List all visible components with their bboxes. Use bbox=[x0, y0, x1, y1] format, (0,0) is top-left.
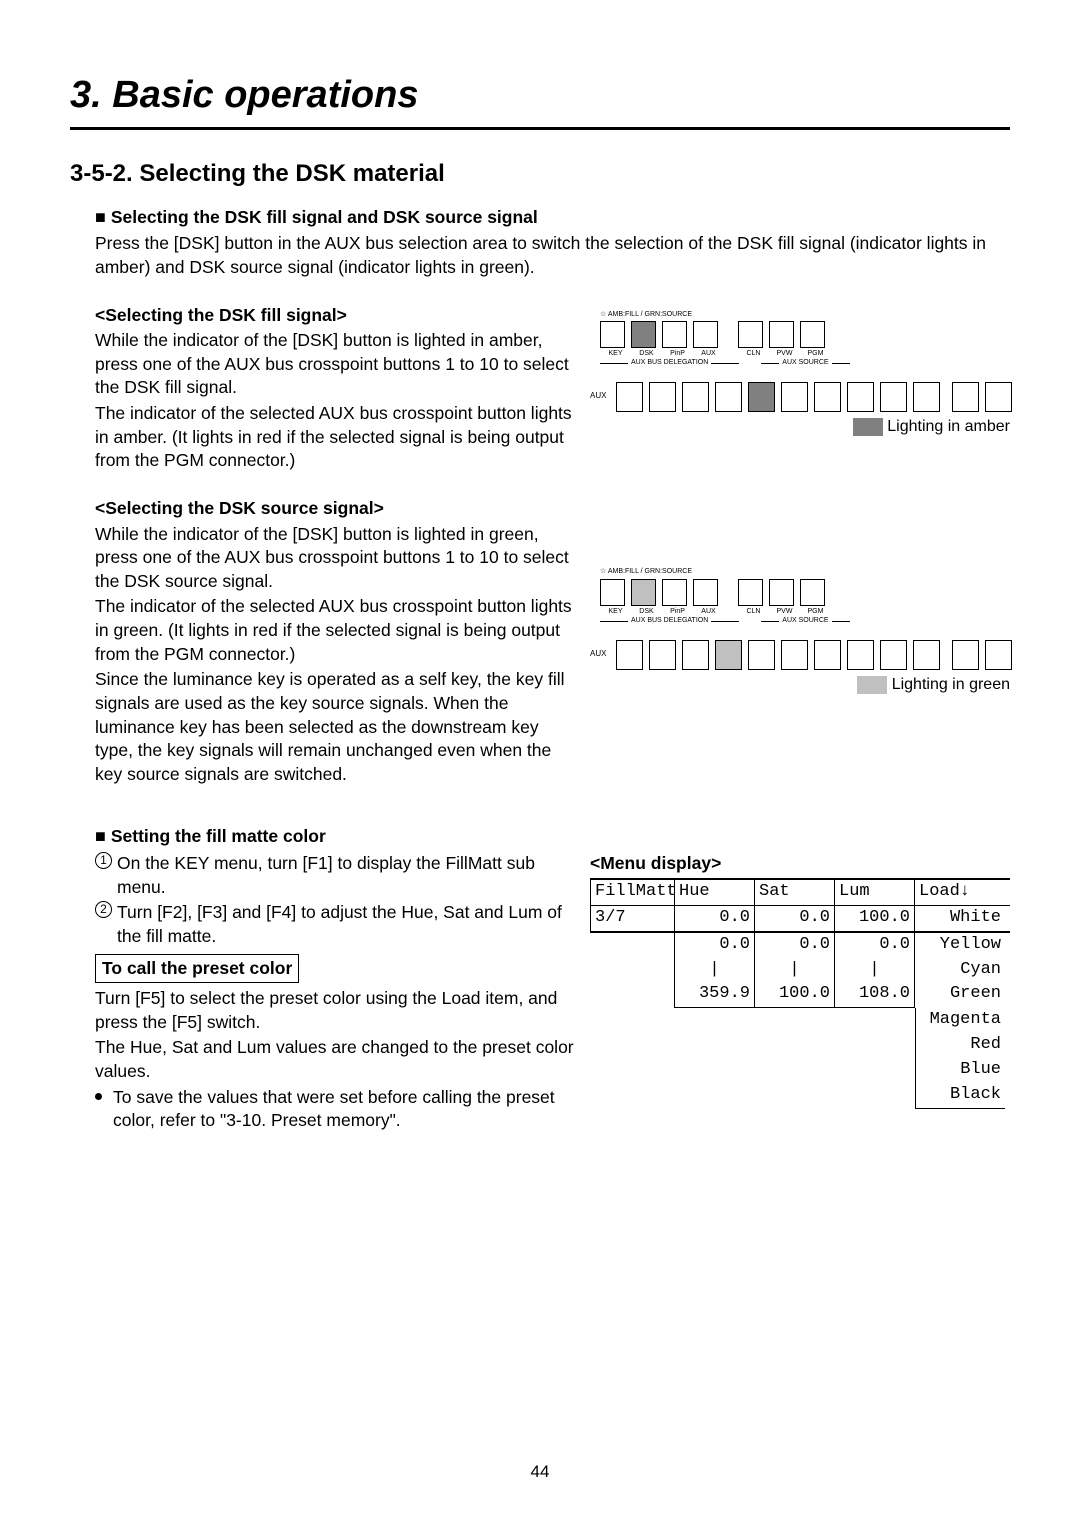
matte-step-1: 1On the KEY menu, turn [F1] to display t… bbox=[95, 852, 574, 899]
source-p3: Since the luminance key is operated as a… bbox=[95, 668, 574, 786]
aux-crosspoint bbox=[682, 640, 709, 670]
pinp-button bbox=[662, 321, 687, 348]
aux-button bbox=[693, 321, 718, 348]
body-fill-source: Press the [DSK] button in the AUX bus se… bbox=[95, 232, 1010, 279]
aux-crosspoint bbox=[682, 382, 709, 412]
source-p1: While the indicator of the [DSK] button … bbox=[95, 523, 574, 594]
fill-p1: While the indicator of the [DSK] button … bbox=[95, 329, 574, 400]
aux-crosspoint bbox=[616, 382, 643, 412]
aux-crosspoint bbox=[781, 640, 808, 670]
panel-diagram-green: ☆ AMB:FILL / GRN:SOURCE KEY DSK PinP AUX… bbox=[590, 567, 1010, 695]
page-number: 44 bbox=[531, 1461, 550, 1484]
cln-button bbox=[738, 321, 763, 348]
heading-fill: <Selecting the DSK fill signal> bbox=[95, 304, 574, 328]
menu-display-heading: <Menu display> bbox=[590, 852, 1010, 876]
key-button bbox=[600, 321, 625, 348]
section-title: 3-5-2. Selecting the DSK material bbox=[70, 158, 1010, 190]
preset-p1: Turn [F5] to select the preset color usi… bbox=[95, 987, 574, 1034]
aux-crosspoint bbox=[748, 640, 775, 670]
heading-matte: Setting the fill matte color bbox=[95, 824, 1010, 849]
panel-diagram-amber: ☆ AMB:FILL / GRN:SOURCE KEY DSK PinP AUX… bbox=[590, 310, 1010, 438]
key-button bbox=[600, 579, 625, 606]
dsk-button bbox=[631, 579, 656, 606]
aux-crosspoint bbox=[715, 382, 742, 412]
aux-crosspoint bbox=[649, 640, 676, 670]
aux-crosspoint bbox=[847, 382, 874, 412]
aux-crosspoint bbox=[985, 640, 1012, 670]
heading-fill-source: Selecting the DSK fill signal and DSK so… bbox=[95, 205, 1010, 230]
light-amber-label: Lighting in amber bbox=[590, 416, 1010, 438]
aux-crosspoint bbox=[952, 640, 979, 670]
dsk-button bbox=[631, 321, 656, 348]
aux-crosspoint bbox=[952, 382, 979, 412]
aux-crosspoint bbox=[616, 640, 643, 670]
aux-crosspoint bbox=[847, 640, 874, 670]
heading-source: <Selecting the DSK source signal> bbox=[95, 497, 574, 521]
aux-crosspoint bbox=[715, 640, 742, 670]
aux-crosspoint bbox=[913, 640, 940, 670]
chapter-title: 3. Basic operations bbox=[70, 70, 1010, 130]
aux-crosspoint bbox=[913, 382, 940, 412]
aux-crosspoint bbox=[814, 382, 841, 412]
aux-crosspoint bbox=[814, 640, 841, 670]
pgm-button bbox=[800, 321, 825, 348]
pgm-button bbox=[800, 579, 825, 606]
aux-crosspoint bbox=[781, 382, 808, 412]
pinp-button bbox=[662, 579, 687, 606]
cln-button bbox=[738, 579, 763, 606]
menu-table: FillMatt Hue Sat Lum Load↓ 3/7 0.0 0.0 1… bbox=[590, 878, 1010, 1109]
fill-p2: The indicator of the selected AUX bus cr… bbox=[95, 402, 574, 473]
matte-step-2: 2Turn [F2], [F3] and [F4] to adjust the … bbox=[95, 901, 574, 948]
aux-crosspoint bbox=[649, 382, 676, 412]
preset-bullet: To save the values that were set before … bbox=[95, 1086, 574, 1133]
aux-crosspoint bbox=[880, 640, 907, 670]
pvw-button bbox=[769, 579, 794, 606]
source-p2: The indicator of the selected AUX bus cr… bbox=[95, 595, 574, 666]
preset-p2: The Hue, Sat and Lum values are changed … bbox=[95, 1036, 574, 1083]
pvw-button bbox=[769, 321, 794, 348]
light-green-label: Lighting in green bbox=[590, 674, 1010, 696]
aux-crosspoint bbox=[880, 382, 907, 412]
aux-crosspoint bbox=[748, 382, 775, 412]
aux-button bbox=[693, 579, 718, 606]
preset-color-heading: To call the preset color bbox=[95, 954, 299, 984]
aux-crosspoint bbox=[985, 382, 1012, 412]
